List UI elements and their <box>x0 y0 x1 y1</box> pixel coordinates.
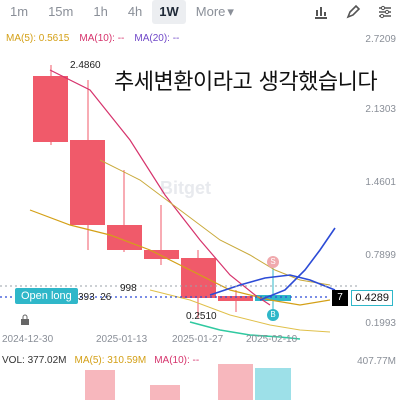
settings-icon[interactable] <box>376 3 394 21</box>
yaxis-tick: 2.1303 <box>365 104 396 115</box>
caption-overlay: 추세변환이라고 생각했습니다 <box>114 70 378 95</box>
candle <box>218 296 253 301</box>
open-long-badge[interactable]: Open long <box>15 288 78 304</box>
tf-1h[interactable]: 1h <box>93 4 108 19</box>
volume-ma10-label: MA(10): -- <box>154 355 200 366</box>
yaxis-tick: 0.7899 <box>365 250 396 261</box>
tf-1w[interactable]: 1W <box>152 0 186 24</box>
bitget-watermark: Bitget <box>160 178 211 198</box>
ma-legend: MA(5): 0.5615 MA(10): -- MA(20): -- <box>6 33 179 44</box>
current-price-badge: 0.4289 <box>351 290 393 306</box>
open-long-price: 998 <box>120 283 137 294</box>
tf-15m[interactable]: 15m <box>48 4 74 19</box>
xaxis-tick: 2025-01-27 <box>172 334 224 345</box>
tf-1m[interactable]: 1m <box>10 4 29 19</box>
lock-icon[interactable] <box>20 313 30 331</box>
toolbar-icons <box>312 3 394 21</box>
volume-bar <box>255 368 291 400</box>
timeframe-toolbar: 1m 15m 1h 4h 1W More ▾ <box>0 0 400 24</box>
bollinger-mid-line <box>209 274 336 296</box>
yaxis-tick: 0.1993 <box>365 318 396 329</box>
chart-type-icon[interactable] <box>312 3 330 21</box>
xaxis-tick: 2024-12-30 <box>2 334 54 345</box>
candle <box>181 258 216 298</box>
volume-legend: VOL: 377.02M MA(5): 310.59M MA(10): -- <box>2 355 199 366</box>
candle <box>255 295 291 301</box>
ma-line-lower <box>149 289 331 333</box>
open-long-extra: 26 <box>100 292 112 303</box>
candle <box>144 250 179 259</box>
open-long-qty: 393 26 <box>78 292 111 303</box>
draw-pen-icon[interactable] <box>344 3 362 21</box>
xaxis-tick: 2025-02-10 <box>246 334 298 345</box>
candle <box>70 140 105 225</box>
more-button[interactable]: More ▾ <box>186 0 244 24</box>
volume-bar <box>150 385 180 400</box>
volume-bar <box>218 364 253 400</box>
countdown-badge: 7 <box>332 290 348 306</box>
caret-down-icon: ▾ <box>227 4 234 19</box>
low-price-label: 0.2510 <box>186 311 217 322</box>
more-label: More <box>195 4 226 19</box>
ma-line-extra <box>99 159 331 286</box>
open-long-qty-value: 393 <box>78 292 95 303</box>
ma20-label: MA(20): -- <box>134 33 180 44</box>
volume-ma5-label: MA(5): 310.59M <box>74 355 147 366</box>
buy-marker[interactable]: B <box>267 309 279 321</box>
tf-4h[interactable]: 4h <box>127 4 143 19</box>
ma5-label: MA(5): 0.5615 <box>6 33 70 44</box>
yaxis-tick: 2.7209 <box>365 34 396 45</box>
high-price-label: 2.4860 <box>70 60 101 71</box>
volume-max-label: 407.77M <box>357 356 396 367</box>
candle <box>107 225 142 250</box>
xaxis-tick: 2025-01-13 <box>96 334 148 345</box>
yaxis-tick: 1.4601 <box>365 177 396 188</box>
ma10-label: MA(10): -- <box>79 33 125 44</box>
volume-bar <box>85 370 115 400</box>
volume-label: VOL: 377.02M <box>2 355 67 366</box>
sell-marker[interactable]: S <box>267 256 279 268</box>
candle <box>33 76 68 142</box>
